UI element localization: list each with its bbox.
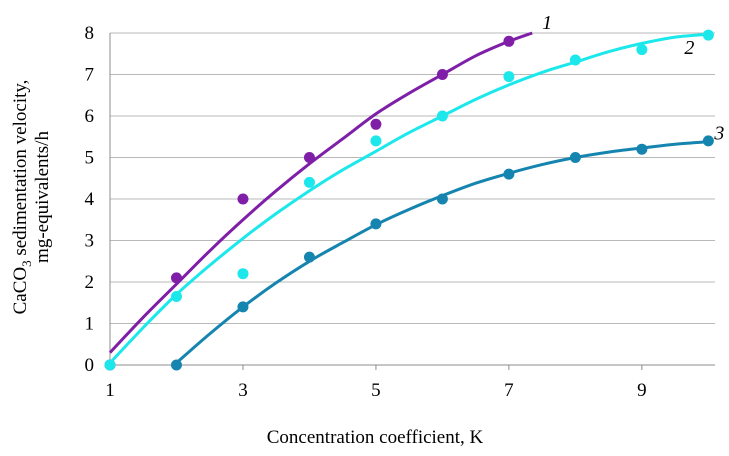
series-3: 3 [170,123,724,371]
series-3-point [303,251,315,263]
y-tick-label: 2 [85,272,95,293]
series-3-point [636,143,648,155]
series-1-trend-line [108,31,533,354]
series-3-label: 3 [713,123,724,145]
series-1: 1 [104,12,552,371]
y-tick-label: 1 [85,314,95,335]
series-3-point [503,168,515,180]
x-axis-title: Concentration coefficient, K [267,427,484,448]
series-2-point [303,176,315,188]
series-3-point [702,135,714,147]
x-tick-label: 1 [105,380,115,401]
y-axis-title-line1: CaCO3 sedimentation velocity, [10,80,34,315]
series-3-point [370,218,382,230]
series-1-point [170,272,182,284]
y-tick-label: 8 [85,23,95,44]
y-tick-label: 0 [85,355,95,376]
series-2-point [370,135,382,147]
y-tick-label: 4 [85,189,95,210]
series-1-point [237,193,249,205]
series-1-point [303,152,315,163]
series-2-point [104,359,116,371]
x-tick-label: 7 [504,380,514,401]
series-1-point [436,69,448,80]
y-tick-label: 7 [85,65,95,86]
series-1-point [503,35,515,47]
series-1-label: 1 [542,12,552,34]
series-layer: 1 2 3 [104,12,724,371]
series-2: 2 [104,29,714,371]
series-3-point [170,359,182,371]
series-2-point [436,110,448,122]
series-2-point [503,71,515,83]
series-3-point [237,301,249,313]
y-tick-label: 5 [85,148,95,169]
series-2-point [237,268,249,280]
axes [109,33,715,370]
series-1-point [370,118,382,130]
series-2-point [702,29,714,41]
series-3-point [569,152,581,163]
series-2-label: 2 [684,37,694,59]
x-tick-label: 9 [637,380,647,401]
y-axis-title-subscript: 3 [19,260,34,267]
y-axis-title-line2: mg-equivalents/h [32,131,53,263]
series-2-point [636,44,648,56]
grid-lines [110,32,715,324]
series-3-point [436,193,448,205]
x-tick-label: 5 [371,380,381,401]
series-2-point [170,291,182,303]
y-tick-label: 6 [85,106,95,127]
x-tick-label: 3 [238,380,248,401]
series-3-trend-line [175,140,709,365]
series-2-trend-line [108,32,709,364]
y-tick-label: 3 [85,231,95,252]
series-2-point [569,54,581,66]
